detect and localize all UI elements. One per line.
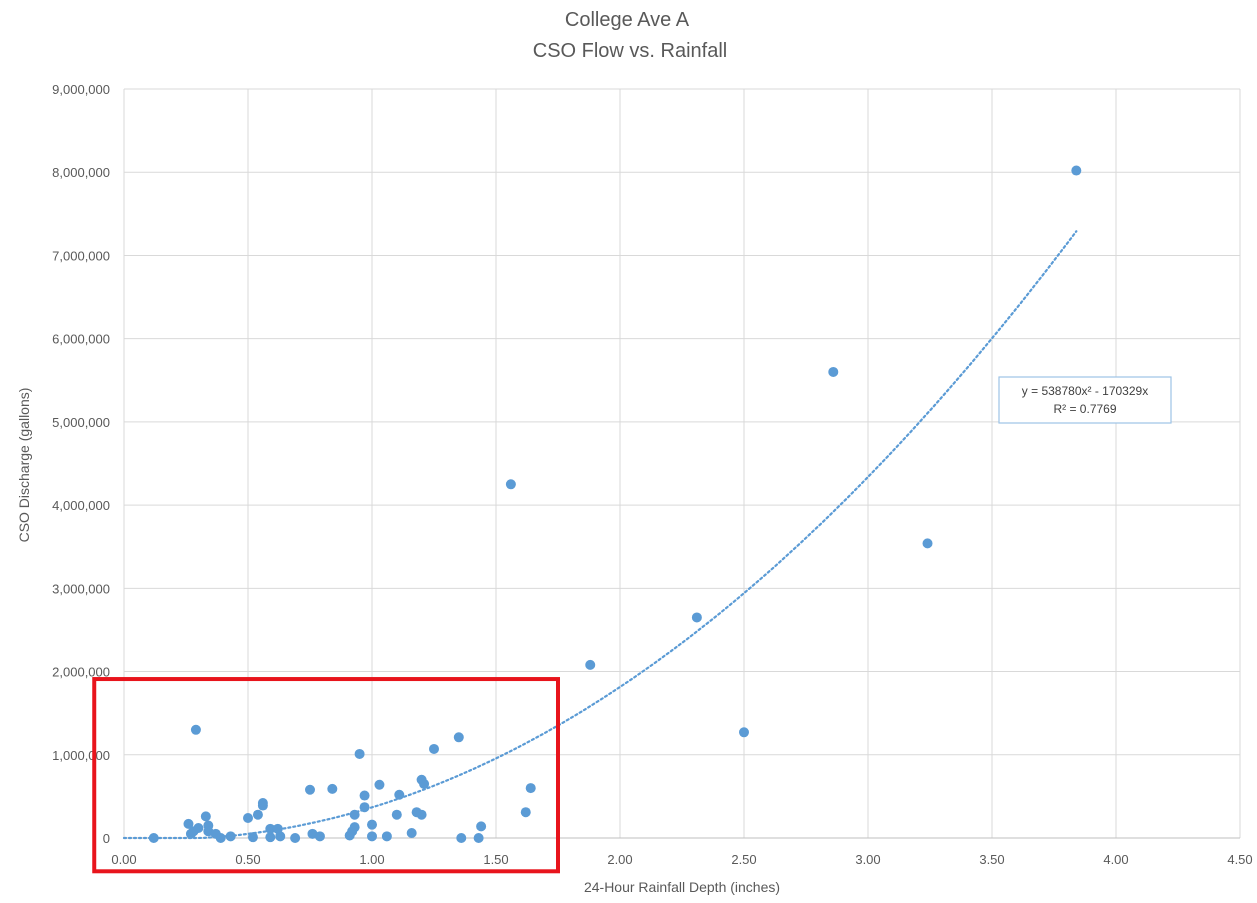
x-tick-label: 0.50 bbox=[235, 852, 260, 867]
x-tick-label: 4.00 bbox=[1103, 852, 1128, 867]
data-point bbox=[828, 366, 839, 377]
x-tick-label: 1.00 bbox=[359, 852, 384, 867]
chart-subtitle: CSO Flow vs. Rainfall bbox=[533, 40, 728, 62]
highlight-box bbox=[92, 677, 561, 874]
grid bbox=[123, 88, 1241, 839]
data-point bbox=[265, 823, 276, 834]
data-point bbox=[275, 831, 286, 842]
trendline-equation: y = 538780x² - 170329x bbox=[1022, 384, 1148, 398]
x-tick-label: 2.50 bbox=[731, 852, 756, 867]
y-tick-label: 7,000,000 bbox=[52, 248, 110, 263]
x-axis-label: 24-Hour Rainfall Depth (inches) bbox=[584, 879, 780, 895]
data-point bbox=[456, 833, 467, 843]
data-point bbox=[359, 790, 370, 801]
y-tick-label: 4,000,000 bbox=[52, 498, 110, 513]
trendline-equation-box bbox=[998, 376, 1172, 424]
data-point bbox=[429, 743, 439, 754]
data-point bbox=[520, 807, 531, 818]
x-tick-label: 0.00 bbox=[111, 852, 136, 867]
polynomial-trendline bbox=[122, 230, 1078, 840]
data-point bbox=[190, 724, 201, 735]
data-point bbox=[225, 831, 236, 842]
axes: 0.00 0.50 1.00 1.50 2.00 2.50 3.00 3.50 4.00 4.50… bbox=[52, 82, 1253, 867]
x-tick-label: 1.50 bbox=[483, 852, 508, 867]
y-tick-label: 8,000,000 bbox=[52, 165, 110, 180]
annotations: y = 538780x² - 170329x R² = 0.7769 bbox=[92, 376, 1172, 874]
data-point bbox=[406, 828, 417, 839]
data-point bbox=[525, 783, 536, 794]
data-point bbox=[252, 809, 263, 820]
data-point bbox=[391, 809, 402, 820]
data-point bbox=[419, 778, 430, 789]
data-point bbox=[1071, 165, 1082, 176]
x-tick-label: 4.50 bbox=[1227, 852, 1252, 867]
data-point bbox=[374, 779, 385, 790]
y-tick-label: 3,000,000 bbox=[52, 581, 110, 596]
data-point bbox=[691, 612, 702, 623]
data-point bbox=[349, 809, 360, 820]
data-point bbox=[200, 811, 211, 822]
data-point bbox=[922, 538, 933, 549]
data-point bbox=[349, 822, 360, 833]
data-point bbox=[416, 809, 427, 820]
y-tick-label: 2,000,000 bbox=[52, 665, 110, 680]
data-point bbox=[473, 833, 484, 843]
trendline-r-squared: R² = 0.7769 bbox=[1053, 402, 1116, 416]
data-point bbox=[257, 800, 268, 811]
data-point bbox=[265, 832, 276, 843]
x-tick-label: 3.50 bbox=[979, 852, 1004, 867]
x-tick-label: 2.00 bbox=[607, 852, 632, 867]
y-tick-label: 9,000,000 bbox=[52, 82, 110, 97]
y-axis-label: CSO Discharge (gallons) bbox=[16, 388, 32, 543]
data-point bbox=[585, 659, 596, 670]
data-point bbox=[215, 833, 226, 843]
data-points bbox=[148, 165, 1082, 843]
data-point bbox=[354, 748, 365, 759]
data-point bbox=[453, 732, 464, 743]
data-point bbox=[367, 831, 377, 842]
y-tick-label: 1,000,000 bbox=[52, 748, 110, 763]
data-point bbox=[193, 823, 204, 834]
data-point bbox=[327, 783, 338, 794]
data-point bbox=[381, 831, 392, 842]
data-point bbox=[305, 784, 315, 795]
data-point bbox=[359, 802, 370, 813]
x-tick-label: 3.00 bbox=[855, 852, 880, 867]
y-tick-label: 0 bbox=[103, 831, 110, 846]
chart-title: College Ave A bbox=[565, 9, 690, 31]
y-tick-label: 6,000,000 bbox=[52, 332, 110, 347]
data-point bbox=[367, 819, 377, 830]
data-point bbox=[148, 833, 159, 843]
data-point bbox=[505, 479, 516, 490]
data-point bbox=[247, 832, 258, 843]
trendline-layer bbox=[122, 230, 1078, 840]
data-point bbox=[739, 727, 749, 738]
data-point bbox=[243, 813, 253, 824]
y-tick-label: 5,000,000 bbox=[52, 415, 110, 430]
data-point bbox=[183, 818, 194, 829]
data-point bbox=[314, 831, 325, 842]
data-point bbox=[394, 789, 405, 800]
data-point bbox=[476, 821, 487, 832]
data-point bbox=[290, 833, 301, 843]
